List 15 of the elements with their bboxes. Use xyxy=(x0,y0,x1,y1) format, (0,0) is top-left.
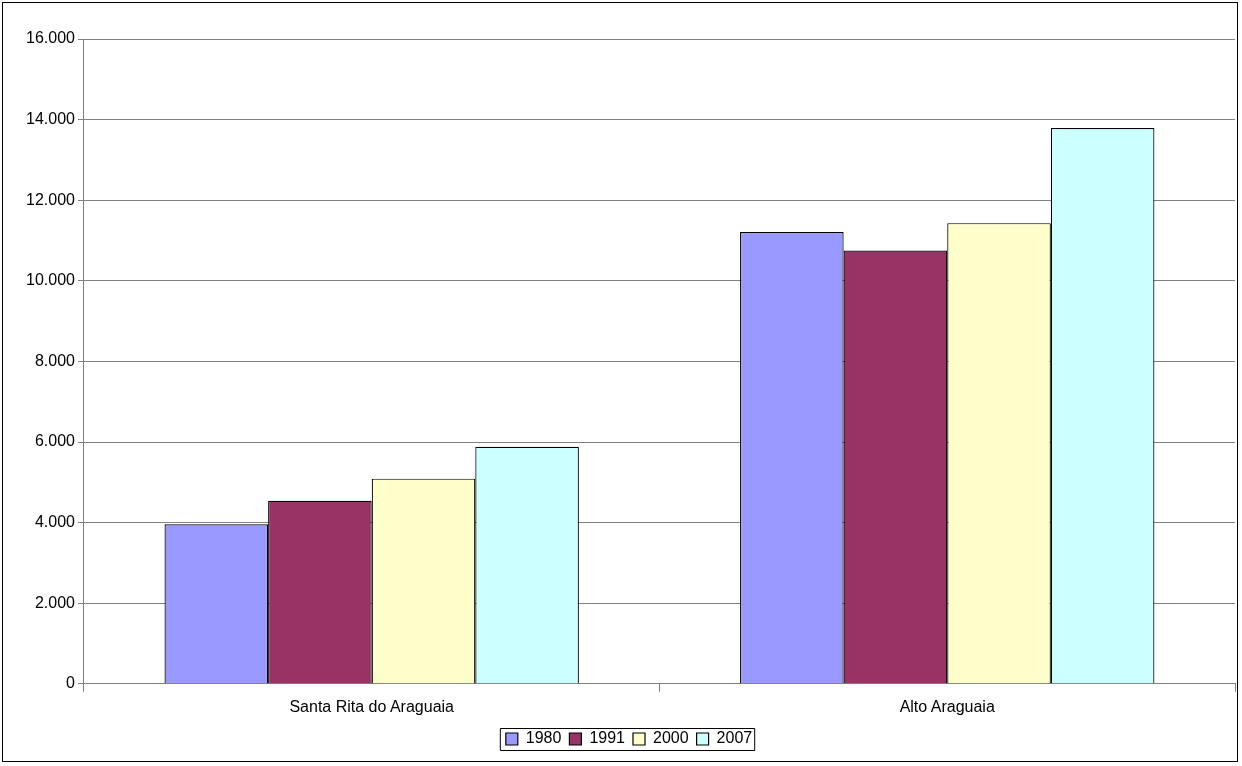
y-tick-label: 2.000 xyxy=(34,593,76,611)
y-tick-label: 4.000 xyxy=(34,513,76,531)
x-tick-label: Santa Rita do Araguaia xyxy=(289,697,455,715)
y-tick-label: 10.000 xyxy=(26,271,76,289)
y-tick-label: 6.000 xyxy=(34,432,76,450)
legend-label: 2007 xyxy=(716,729,753,747)
y-tick-label: 8.000 xyxy=(34,351,76,369)
y-tick-label: 16.000 xyxy=(26,29,76,47)
legend-label: 2000 xyxy=(653,729,689,747)
y-tick-label: 12.000 xyxy=(26,190,76,208)
y-tick-label: 0 xyxy=(66,674,76,692)
legend-label: 1980 xyxy=(525,729,562,747)
x-tick-label: Alto Araguaia xyxy=(899,697,995,715)
legend-label: 1991 xyxy=(589,729,626,747)
y-tick-label: 14.000 xyxy=(26,110,76,128)
